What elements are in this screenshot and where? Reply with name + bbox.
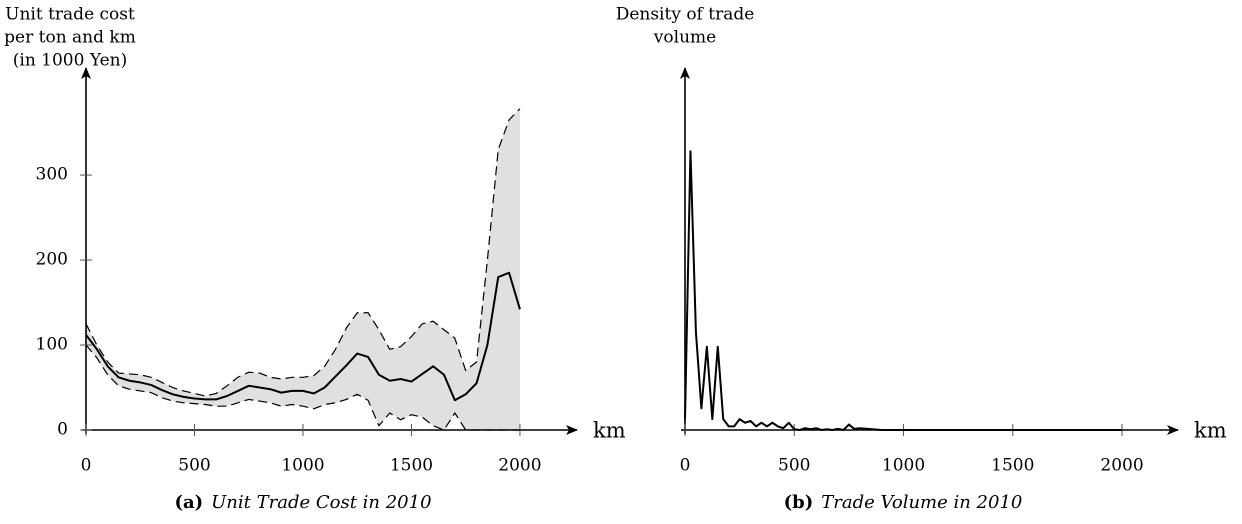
chart-panel: 0 500 1000 1500 2000 Density of trade volume km… <box>616 5 1227 514</box>
x-axis-label: km <box>593 419 626 443</box>
y-axis-label: per ton and km <box>4 28 136 48</box>
x-axis-label: km <box>1194 419 1227 443</box>
y-tick-label: 200 <box>36 250 68 270</box>
data-line <box>684 150 1123 431</box>
x-tick-label: 1500 <box>390 456 433 476</box>
x-tick-label: 2000 <box>1100 456 1143 476</box>
y-axis-label: Density of trade <box>616 5 755 25</box>
subcaption-text: Unit Trade Cost in 2010 <box>211 492 431 513</box>
x-tick-label: 1000 <box>281 456 324 476</box>
confidence-band <box>86 108 520 431</box>
y-axis-label: Unit trade cost <box>5 5 135 25</box>
x-tick-label: 500 <box>778 456 810 476</box>
chart-panel: 0 500 1000 1500 2000 0 100 200 300 Unit trade cos… <box>4 5 626 514</box>
y-tick-label: 300 <box>36 165 68 185</box>
y-axis-label: (in 1000 Yen) <box>13 51 127 71</box>
x-tick-label: 500 <box>178 456 210 476</box>
subcaption: (a) Unit Trade Cost in 2010 <box>174 492 431 513</box>
x-tick-label: 1500 <box>991 456 1034 476</box>
y-tick-label: 0 <box>57 420 68 440</box>
x-tick-label: 0 <box>680 456 691 476</box>
y-tick-label: 100 <box>36 335 68 355</box>
bound-line <box>85 344 520 431</box>
x-tick-label: 1000 <box>882 456 925 476</box>
bound-line <box>85 108 521 397</box>
subcaption-label: (b) <box>784 492 814 513</box>
x-tick-label: 0 <box>81 456 92 476</box>
subcaption-label: (a) <box>174 492 203 513</box>
y-axis-label: volume <box>653 28 716 48</box>
x-tick-label: 2000 <box>498 456 541 476</box>
subcaption: (b) Trade Volume in 2010 <box>784 492 1023 513</box>
data-line <box>85 271 521 402</box>
subcaption-text: Trade Volume in 2010 <box>821 492 1022 513</box>
